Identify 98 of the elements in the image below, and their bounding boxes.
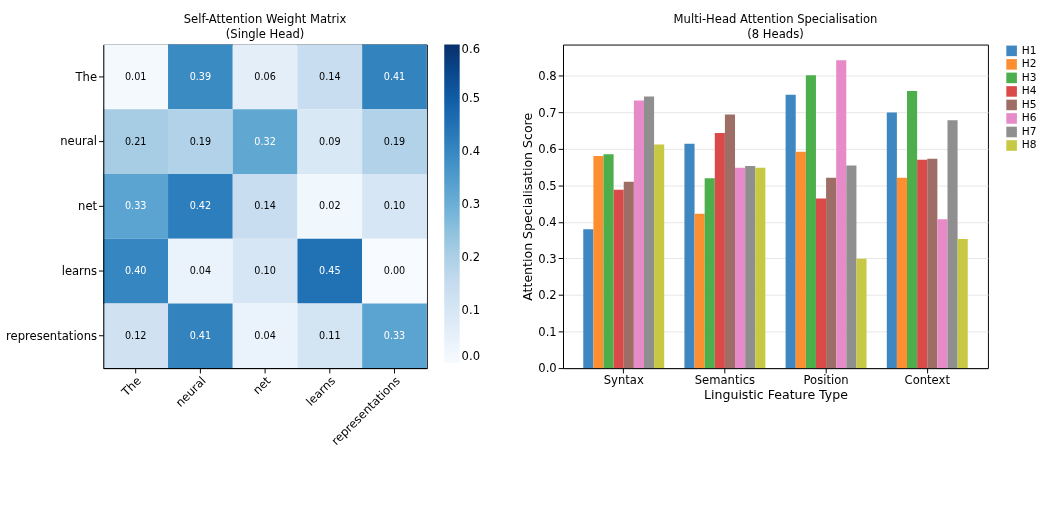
bar [917,159,928,369]
bar [755,167,766,369]
color-bar-label: 0.5 [461,90,481,105]
data-label: 0.09 [319,135,341,147]
color-bar-label: 0.2 [461,249,481,264]
data-label: 0.42 [189,200,212,212]
bar [937,219,948,369]
legend-label: H7 [1021,124,1037,138]
y-tick-label: net [78,199,98,214]
color-bar-label: 0.1 [461,303,481,318]
bar [826,177,837,369]
y-tick-label: 0.7 [538,105,557,120]
bar [623,181,634,369]
bar [907,91,918,369]
y-tick-label: 0.5 [538,178,557,193]
data-label: 0.10 [254,264,276,276]
x-tick-label: Context [904,373,951,388]
bar [633,100,644,369]
data-label: 0.19 [383,135,406,147]
legend-label: H6 [1021,111,1037,125]
x-tick-label: The [118,373,144,400]
bar [947,120,958,369]
bar [654,144,665,369]
data-label: 0.45 [319,264,341,276]
data-label: 0.41 [383,70,406,82]
bar [583,229,594,369]
color-bar-label: 0.6 [461,42,481,57]
x-tick-label: net [250,373,274,398]
data-label: 0.04 [254,329,276,341]
y-tick-label: 0.4 [538,215,557,230]
bar [643,96,655,369]
bar [886,112,897,369]
data-label: 0.39 [189,70,212,82]
data-label: 0.33 [383,329,406,341]
y-tick-label: 0.8 [538,69,557,83]
data-label: 0.02 [319,200,341,212]
y-tick-label: representations [6,328,98,343]
legend-label: H1 [1021,43,1037,57]
data-label: 0.04 [189,264,212,276]
y-tick-label: 0.0 [538,361,557,376]
bar [684,143,695,369]
bar [836,60,847,369]
x-tick-label: Semantics [694,373,756,388]
bar [603,154,614,369]
chart-subtitle: (8 Heads) [747,26,804,41]
y-tick-label: 0.2 [538,288,557,303]
data-label: 0.14 [319,70,341,82]
data-label: 0.01 [124,70,147,82]
bar [593,156,604,369]
bar [896,177,908,369]
x-tick-label: Position [803,373,849,388]
data-label: 0.14 [254,200,276,212]
bar [927,158,938,369]
bar [856,258,867,369]
legend-label: H8 [1021,138,1037,152]
color-bar-label: 0.3 [461,196,481,211]
bar [957,239,968,369]
bar [785,94,796,369]
data-label: 0.06 [254,70,276,82]
bar [815,198,827,369]
y-tick-label: 0.3 [538,251,557,266]
y-tick-label: The [74,69,98,84]
bar [714,133,725,369]
data-label: 0.40 [124,264,147,276]
data-label: 0.10 [383,200,406,212]
chart-title: Self-Attention Weight Matrix [183,12,347,27]
legend-label: H2 [1021,57,1037,71]
legend-label: H3 [1021,70,1037,84]
data-label: 0.19 [189,135,212,147]
x-axis-title: Linguistic Feature Type [704,387,849,403]
data-label: 0.32 [254,135,276,147]
bar [795,151,806,369]
bar [745,165,756,369]
data-label: 0.33 [124,200,147,212]
y-axis-title: Attention Specialisation Score [519,112,535,301]
chart-subtitle: (Single Head) [225,26,305,41]
bar [704,178,715,369]
x-tick-label: Syntax [603,373,644,388]
data-label: 0.00 [383,264,406,276]
y-tick-label: neural [60,134,98,149]
legend-label: H5 [1021,97,1037,111]
bar [694,213,705,369]
data-label: 0.11 [319,329,341,341]
bar [805,75,816,369]
data-label: 0.21 [124,135,147,147]
color-bar-label: 0.4 [461,143,481,158]
chart-title: Multi-Head Attention Specialisation [673,12,878,27]
y-tick-label: 0.1 [538,324,557,339]
color-bar-label: 0.0 [461,349,481,364]
bar [735,167,746,369]
legend-label: H4 [1021,84,1037,98]
bar [613,189,624,369]
data-label: 0.12 [124,329,147,341]
bar [846,165,857,369]
data-label: 0.41 [189,329,212,341]
y-tick-label: 0.6 [538,142,557,157]
bar [724,114,736,369]
y-tick-label: learns [61,263,98,278]
